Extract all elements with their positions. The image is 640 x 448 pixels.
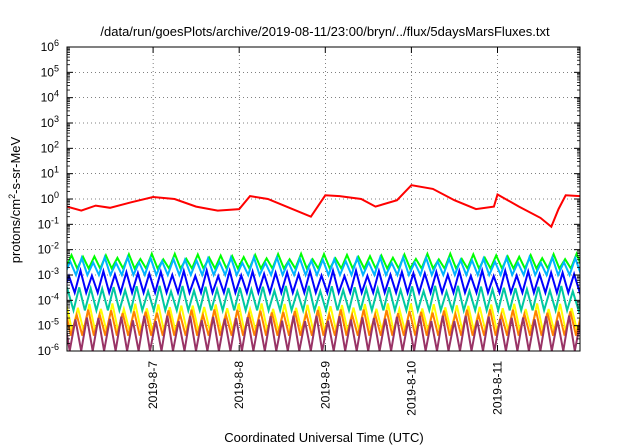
ticks-layer: 2019-8-7 2019-8-8 2019-8-9 2019-8-10 2019-8-… <box>38 38 580 416</box>
y-tick-exponent: -1 <box>51 215 59 225</box>
y-tick-base: 10 <box>41 40 55 54</box>
x-tick-label: 2019-8-7 <box>146 361 160 409</box>
y-tick-base: 10 <box>38 243 52 257</box>
y-tick-base: 10 <box>41 116 55 130</box>
x-tick-label: 2019-8-10 <box>404 361 418 416</box>
y-tick-label: 106 <box>41 38 59 54</box>
y-tick-label: 100 <box>41 190 59 206</box>
y-tick-base: 10 <box>41 65 55 79</box>
y-tick-exponent: 0 <box>54 190 59 200</box>
y-tick-label: 105 <box>41 63 59 79</box>
y-tick-base: 10 <box>41 141 55 155</box>
x-tick-label: 2019-8-11 <box>490 361 504 415</box>
x-tick-label: 2019-8-8 <box>232 361 246 409</box>
y-tick-exponent: 4 <box>54 89 59 99</box>
y-axis-title: protons/cm2-s-sr-MeV <box>7 136 23 263</box>
y-axis-title-prefix: protons/cm <box>8 199 23 263</box>
plot-frame <box>66 46 581 352</box>
y-tick-exponent: -2 <box>51 241 59 251</box>
y-tick-exponent: 5 <box>54 63 59 73</box>
y-tick-exponent: 3 <box>54 114 59 124</box>
y-tick-base: 10 <box>41 167 55 181</box>
x-axis-title: Coordinated Universal Time (UTC) <box>224 430 423 445</box>
y-tick-label: 10-4 <box>38 291 59 307</box>
y-tick-base: 10 <box>38 217 52 231</box>
y-tick-base: 10 <box>41 192 55 206</box>
y-tick-label: 101 <box>41 165 59 181</box>
series-line <box>67 251 580 271</box>
y-tick-exponent: 6 <box>54 38 59 48</box>
y-tick-base: 10 <box>38 293 52 307</box>
series-line <box>67 266 580 297</box>
y-tick-exponent: 1 <box>54 165 59 175</box>
y-tick-label: 10-1 <box>38 215 59 231</box>
series-line <box>67 254 580 278</box>
y-tick-exponent: -6 <box>51 342 59 352</box>
y-tick-exponent: 2 <box>54 139 59 149</box>
y-tick-label: 104 <box>41 89 59 105</box>
y-tick-exponent: -4 <box>51 291 59 301</box>
y-tick-exponent: -3 <box>51 266 59 276</box>
y-axis-title-suffix: -s-sr-MeV <box>8 136 23 193</box>
y-tick-base: 10 <box>41 91 55 105</box>
y-tick-label: 10-6 <box>38 342 59 358</box>
y-tick-label: 103 <box>41 114 59 130</box>
x-tick-label: 2019-8-9 <box>318 361 332 409</box>
y-tick-base: 10 <box>38 344 52 358</box>
y-tick-label: 10-3 <box>38 266 59 282</box>
y-tick-base: 10 <box>38 268 52 282</box>
y-tick-base: 10 <box>38 319 52 333</box>
series-line <box>67 184 580 229</box>
series-layer <box>67 184 580 351</box>
series-line <box>67 284 580 315</box>
y-axis-title-sup: 2 <box>7 194 17 199</box>
y-tick-label: 10-5 <box>38 317 59 333</box>
y-tick-exponent: -5 <box>51 317 59 327</box>
y-tick-label: 10-2 <box>38 241 59 257</box>
chart-title: /data/run/goesPlots/archive/2019-08-11/2… <box>100 24 550 39</box>
y-tick-label: 102 <box>41 139 59 155</box>
